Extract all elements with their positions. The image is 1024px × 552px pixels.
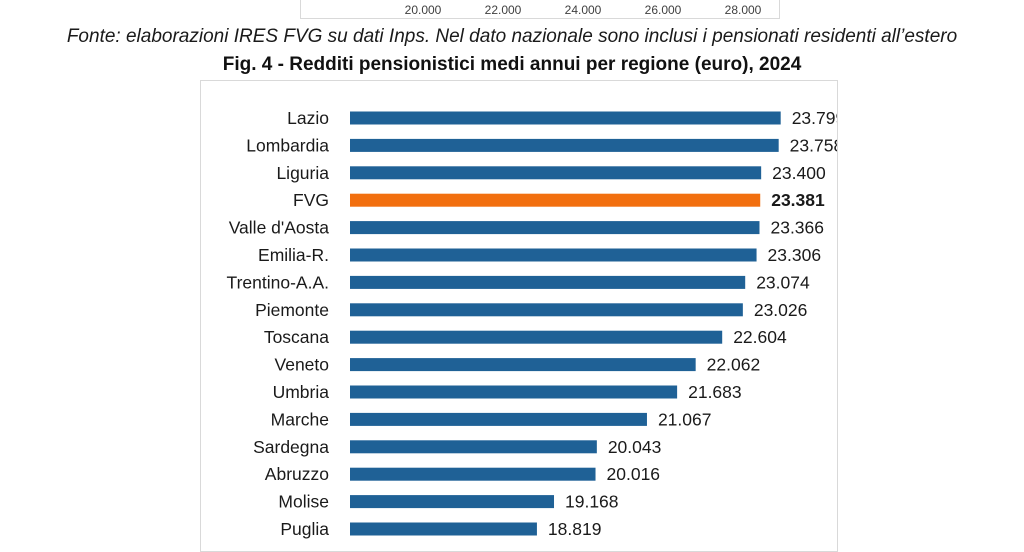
bar: [350, 522, 537, 536]
previous-chart-tick-label: 26.000: [644, 3, 682, 17]
data-label: 20.016: [607, 464, 661, 484]
category-label: Veneto: [275, 355, 330, 375]
bar: [350, 358, 696, 372]
category-label: Toscana: [264, 327, 329, 347]
bar: [350, 385, 678, 399]
category-label: Abruzzo: [265, 464, 329, 484]
data-label: 21.067: [658, 409, 712, 429]
category-label: Liguria: [276, 163, 329, 183]
category-label: Puglia: [280, 519, 329, 539]
source-note: Fonte: elaborazioni IRES FVG su dati Inp…: [66, 26, 958, 47]
previous-chart-tick-label: 24.000: [564, 3, 602, 17]
previous-chart-fragment: 20.000 22.000 24.000 26.000 28.000: [300, 0, 780, 19]
data-label: 23.366: [770, 218, 824, 238]
previous-chart-tick-label: 20.000: [404, 3, 442, 17]
category-label: Lazio: [287, 108, 329, 128]
previous-chart-x-axis: 20.000 22.000 24.000 26.000 28.000: [301, 0, 779, 18]
data-label: 21.683: [688, 382, 742, 402]
category-label: FVG: [293, 190, 329, 210]
bar: [350, 440, 597, 454]
data-label: 23.400: [772, 163, 826, 183]
category-label: Marche: [271, 409, 329, 429]
chart-title: Fig. 4 - Redditi pensionistici medi annu…: [222, 54, 802, 75]
bar: [350, 166, 762, 180]
category-label: Valle d'Aosta: [229, 218, 330, 238]
bar: [350, 221, 760, 235]
bar: [350, 138, 779, 152]
data-label: 22.604: [733, 327, 787, 347]
category-label: Molise: [278, 492, 329, 512]
bar: [350, 467, 596, 481]
data-label: 23.074: [756, 272, 810, 292]
category-label: Trentino-A.A.: [227, 272, 329, 292]
data-label: 22.062: [707, 355, 761, 375]
data-label: 23.026: [754, 300, 808, 320]
chart-area: Lazio 23.799 Lombardia 23.758 Liguria 23.400 F…: [200, 80, 838, 552]
bar-chart: Lazio 23.799 Lombardia 23.758 Liguria 23.400 F…: [227, 108, 837, 539]
bar: [350, 330, 723, 344]
data-label: 19.168: [565, 492, 619, 512]
data-label: 23.381: [771, 190, 825, 210]
previous-chart-tick-label: 22.000: [484, 3, 522, 17]
data-label: 20.043: [608, 437, 662, 457]
bar: [350, 248, 757, 262]
category-label: Sardegna: [253, 437, 329, 457]
category-label: Piemonte: [255, 300, 329, 320]
bar: [350, 495, 555, 509]
data-label: 23.799: [792, 108, 837, 128]
bar: [350, 111, 781, 125]
category-label: Emilia-R.: [258, 245, 329, 265]
bar-highlight: [350, 193, 761, 207]
data-label: 23.758: [790, 135, 837, 155]
data-label: 23.306: [768, 245, 822, 265]
category-label: Umbria: [273, 382, 330, 402]
category-label: Lombardia: [246, 135, 329, 155]
bar: [350, 303, 743, 317]
bar: [350, 412, 647, 426]
previous-chart-tick-label: 28.000: [724, 3, 762, 17]
bar: [350, 275, 746, 289]
data-label: 18.819: [548, 519, 602, 539]
